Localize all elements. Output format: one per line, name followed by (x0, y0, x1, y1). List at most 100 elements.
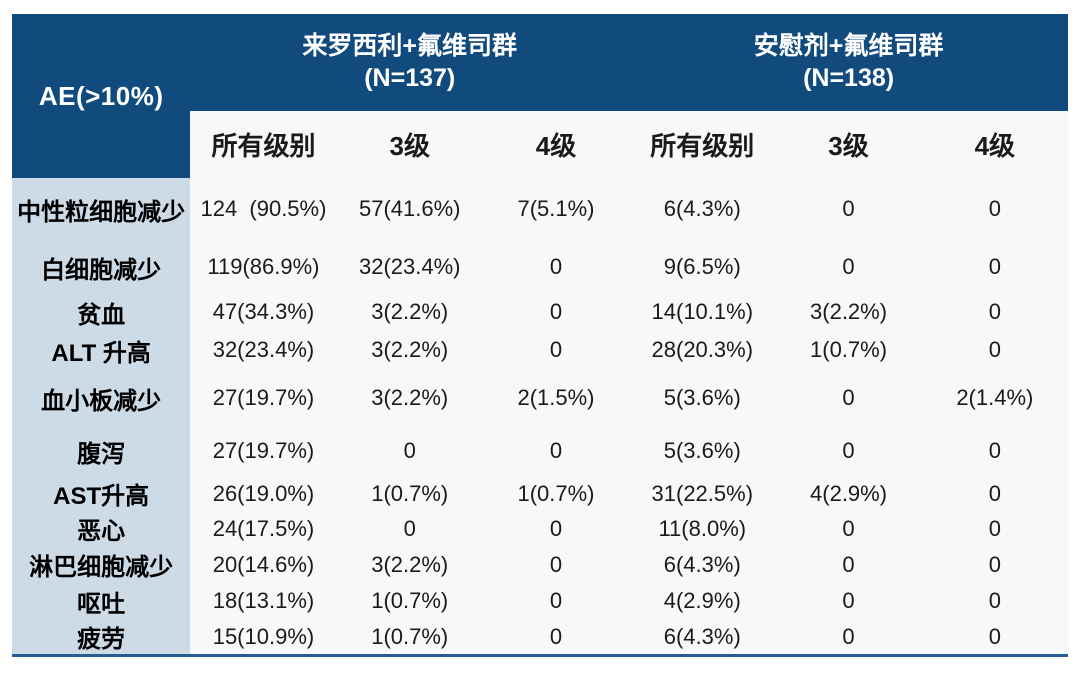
row-label: 血小板减少 (12, 370, 191, 426)
data-cell: 0 (921, 240, 1068, 294)
row-label: 淋巴细胞减少 (12, 546, 191, 583)
data-cell: 6(4.3%) (629, 178, 776, 240)
data-cell: 0 (482, 240, 630, 294)
row-label: 贫血 (12, 294, 191, 330)
data-cell: 6(4.3%) (629, 546, 776, 583)
data-cell: 11(8.0%) (629, 511, 776, 546)
data-cell: 24(17.5%) (190, 511, 337, 546)
data-cell: 0 (775, 178, 922, 240)
grade-header-grade3-1: 3级 (336, 111, 483, 178)
grade-header-all-grades-1: 所有级别 (190, 111, 337, 178)
data-cell: 0 (775, 370, 922, 426)
data-cell: 0 (775, 511, 922, 546)
grade-header-grade4-2: 4级 (921, 111, 1068, 178)
row-label: 呕吐 (12, 583, 191, 619)
grade-header-grade3-2: 3级 (775, 111, 922, 178)
data-cell: 5(3.6%) (629, 370, 776, 426)
group-header-treatment: 来罗西利+氟维司群 (N=137) (190, 14, 630, 111)
data-cell: 0 (775, 426, 922, 476)
data-cell: 0 (482, 583, 630, 619)
row-label: 白细胞减少 (12, 240, 191, 294)
group-title-placebo: 安慰剂+氟维司群 (753, 32, 944, 61)
table-row: 疲劳 15(10.9%) 1(0.7%) 0 6(4.3%) 0 0 (12, 619, 1068, 656)
data-cell: 0 (482, 294, 630, 330)
data-cell: 3(2.2%) (336, 330, 483, 370)
data-cell: 1(0.7%) (336, 583, 483, 619)
data-cell: 0 (775, 619, 922, 656)
data-cell: 27(19.7%) (190, 370, 337, 426)
group-header-placebo: 安慰剂+氟维司群 (N=138) (629, 14, 1068, 111)
data-cell: 0 (775, 583, 922, 619)
group-title-treatment: 来罗西利+氟维司群 (302, 32, 518, 61)
table-row: AST升高 26(19.0%) 1(0.7%) 1(0.7%) 31(22.5%) 4(2… (12, 476, 1068, 511)
grade-header-row: 所有级别 3级 4级 所有级别 3级 4级 (12, 111, 1068, 178)
data-cell: 0 (921, 583, 1068, 619)
data-cell: 6(4.3%) (629, 619, 776, 656)
row-label: 中性粒细胞减少 (12, 178, 191, 240)
table-body: 中性粒细胞减少 124 (90.5%) 57(41.6%) 7(5.1%) 6(4.3%… (12, 178, 1068, 656)
table-row: 呕吐 18(13.1%) 1(0.7%) 0 4(2.9%) 0 0 (12, 583, 1068, 619)
data-cell: 26(19.0%) (190, 476, 337, 511)
data-cell: 0 (921, 426, 1068, 476)
table-row: 淋巴细胞减少 20(14.6%) 3(2.2%) 0 6(4.3%) 0 0 (12, 546, 1068, 583)
data-cell: 0 (921, 178, 1068, 240)
group-n-placebo: (N=138) (803, 63, 895, 92)
data-cell: 2(1.4%) (921, 370, 1068, 426)
row-label: AST升高 (12, 476, 191, 511)
data-cell: 28(20.3%) (629, 330, 776, 370)
adverse-events-table-container: AE(>10%) 来罗西利+氟维司群 (N=137) 安慰剂+氟维司群 (N=1… (12, 14, 1068, 657)
table-header: AE(>10%) 来罗西利+氟维司群 (N=137) 安慰剂+氟维司群 (N=1… (12, 14, 1068, 178)
data-cell: 0 (336, 511, 483, 546)
data-cell: 1(0.7%) (336, 476, 483, 511)
data-cell: 0 (482, 426, 630, 476)
data-cell: 0 (482, 330, 630, 370)
data-cell: 0 (482, 619, 630, 656)
data-cell: 3(2.2%) (336, 546, 483, 583)
corner-header-cell: AE(>10%) (12, 14, 191, 178)
data-cell: 0 (921, 619, 1068, 656)
row-label: 疲劳 (12, 619, 191, 656)
data-cell: 7(5.1%) (482, 178, 630, 240)
data-cell: 1(0.7%) (775, 330, 922, 370)
table-row: 恶心 24(17.5%) 0 0 11(8.0%) 0 0 (12, 511, 1068, 546)
table-row: 白细胞减少 119(86.9%) 32(23.4%) 0 9(6.5%) 0 0 (12, 240, 1068, 294)
data-cell: 57(41.6%) (336, 178, 483, 240)
data-cell: 32(23.4%) (190, 330, 337, 370)
data-cell: 0 (482, 511, 630, 546)
table-row: 血小板减少 27(19.7%) 3(2.2%) 2(1.5%) 5(3.6%) 0 2(1.… (12, 370, 1068, 426)
data-cell: 119(86.9%) (190, 240, 337, 294)
grade-header-grade4-1: 4级 (482, 111, 630, 178)
data-cell: 1(0.7%) (336, 619, 483, 656)
data-cell: 3(2.2%) (336, 294, 483, 330)
data-cell: 18(13.1%) (190, 583, 337, 619)
data-cell: 0 (775, 546, 922, 583)
data-cell: 0 (921, 294, 1068, 330)
data-cell: 0 (921, 511, 1068, 546)
row-label: ALT 升高 (12, 330, 191, 370)
data-cell: 1(0.7%) (482, 476, 630, 511)
data-cell: 0 (921, 546, 1068, 583)
data-cell: 2(1.5%) (482, 370, 630, 426)
group-header-row: AE(>10%) 来罗西利+氟维司群 (N=137) 安慰剂+氟维司群 (N=1… (12, 14, 1068, 178)
row-label: 恶心 (12, 511, 191, 546)
data-cell: 9(6.5%) (629, 240, 776, 294)
row-label: 腹泻 (12, 426, 191, 476)
data-cell: 47(34.3%) (190, 294, 337, 330)
data-cell: 4(2.9%) (629, 583, 776, 619)
data-cell: 14(10.1%) (629, 294, 776, 330)
data-cell: 3(2.2%) (336, 370, 483, 426)
table-row: 贫血 47(34.3%) 3(2.2%) 0 14(10.1%) 3(2.2%) 0 (12, 294, 1068, 330)
data-cell: 3(2.2%) (775, 294, 922, 330)
data-cell: 27(19.7%) (190, 426, 337, 476)
grade-header-all-grades-2: 所有级别 (629, 111, 776, 178)
data-cell: 0 (921, 476, 1068, 511)
adverse-events-table: AE(>10%) 来罗西利+氟维司群 (N=137) 安慰剂+氟维司群 (N=1… (12, 14, 1068, 657)
data-cell: 4(2.9%) (775, 476, 922, 511)
data-cell: 124 (90.5%) (190, 178, 337, 240)
data-cell: 32(23.4%) (336, 240, 483, 294)
data-cell: 5(3.6%) (629, 426, 776, 476)
data-cell: 0 (921, 330, 1068, 370)
group-n-treatment: (N=137) (364, 63, 456, 92)
data-cell: 0 (775, 240, 922, 294)
table-row: 中性粒细胞减少 124 (90.5%) 57(41.6%) 7(5.1%) 6(4.3%… (12, 178, 1068, 240)
